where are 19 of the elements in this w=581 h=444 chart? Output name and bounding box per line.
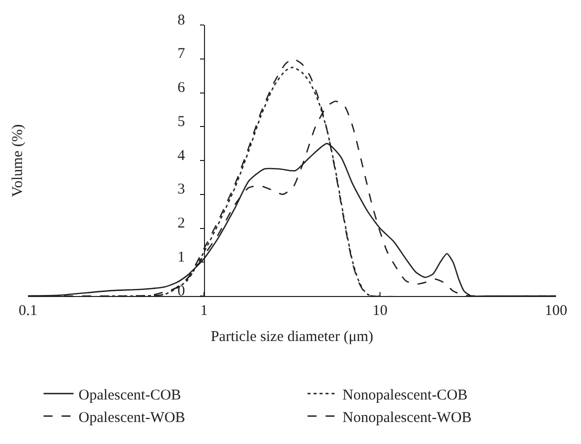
legend-label: Opalescent-WOB — [78, 410, 186, 426]
y-tick-label: 7 — [178, 46, 186, 62]
legend-label: Nonopalescent-WOB — [342, 410, 472, 426]
x-tick-label: 100 — [544, 303, 568, 319]
legend-label: Nonopalescent-COB — [342, 387, 468, 404]
y-tick-label: 1 — [178, 249, 185, 266]
x-tick-label: 1 — [200, 303, 208, 319]
y-tick-label: 2 — [178, 216, 185, 232]
y-tick-label: 4 — [178, 148, 186, 164]
legend-label: Opalescent-COB — [78, 387, 182, 404]
y-axis-title: Volume (%) — [10, 124, 26, 197]
x-tick-label: 0.1 — [18, 303, 38, 319]
x-axis-title: Particle size diameter (μm) — [210, 329, 374, 345]
y-tick-label: 5 — [178, 114, 185, 130]
y-tick-label: 6 — [178, 80, 186, 96]
y-tick-label: 8 — [178, 12, 185, 28]
y-tick-label: 3 — [178, 182, 185, 198]
x-tick-label: 10 — [372, 303, 388, 319]
y-tick-label: 0 — [178, 283, 185, 300]
